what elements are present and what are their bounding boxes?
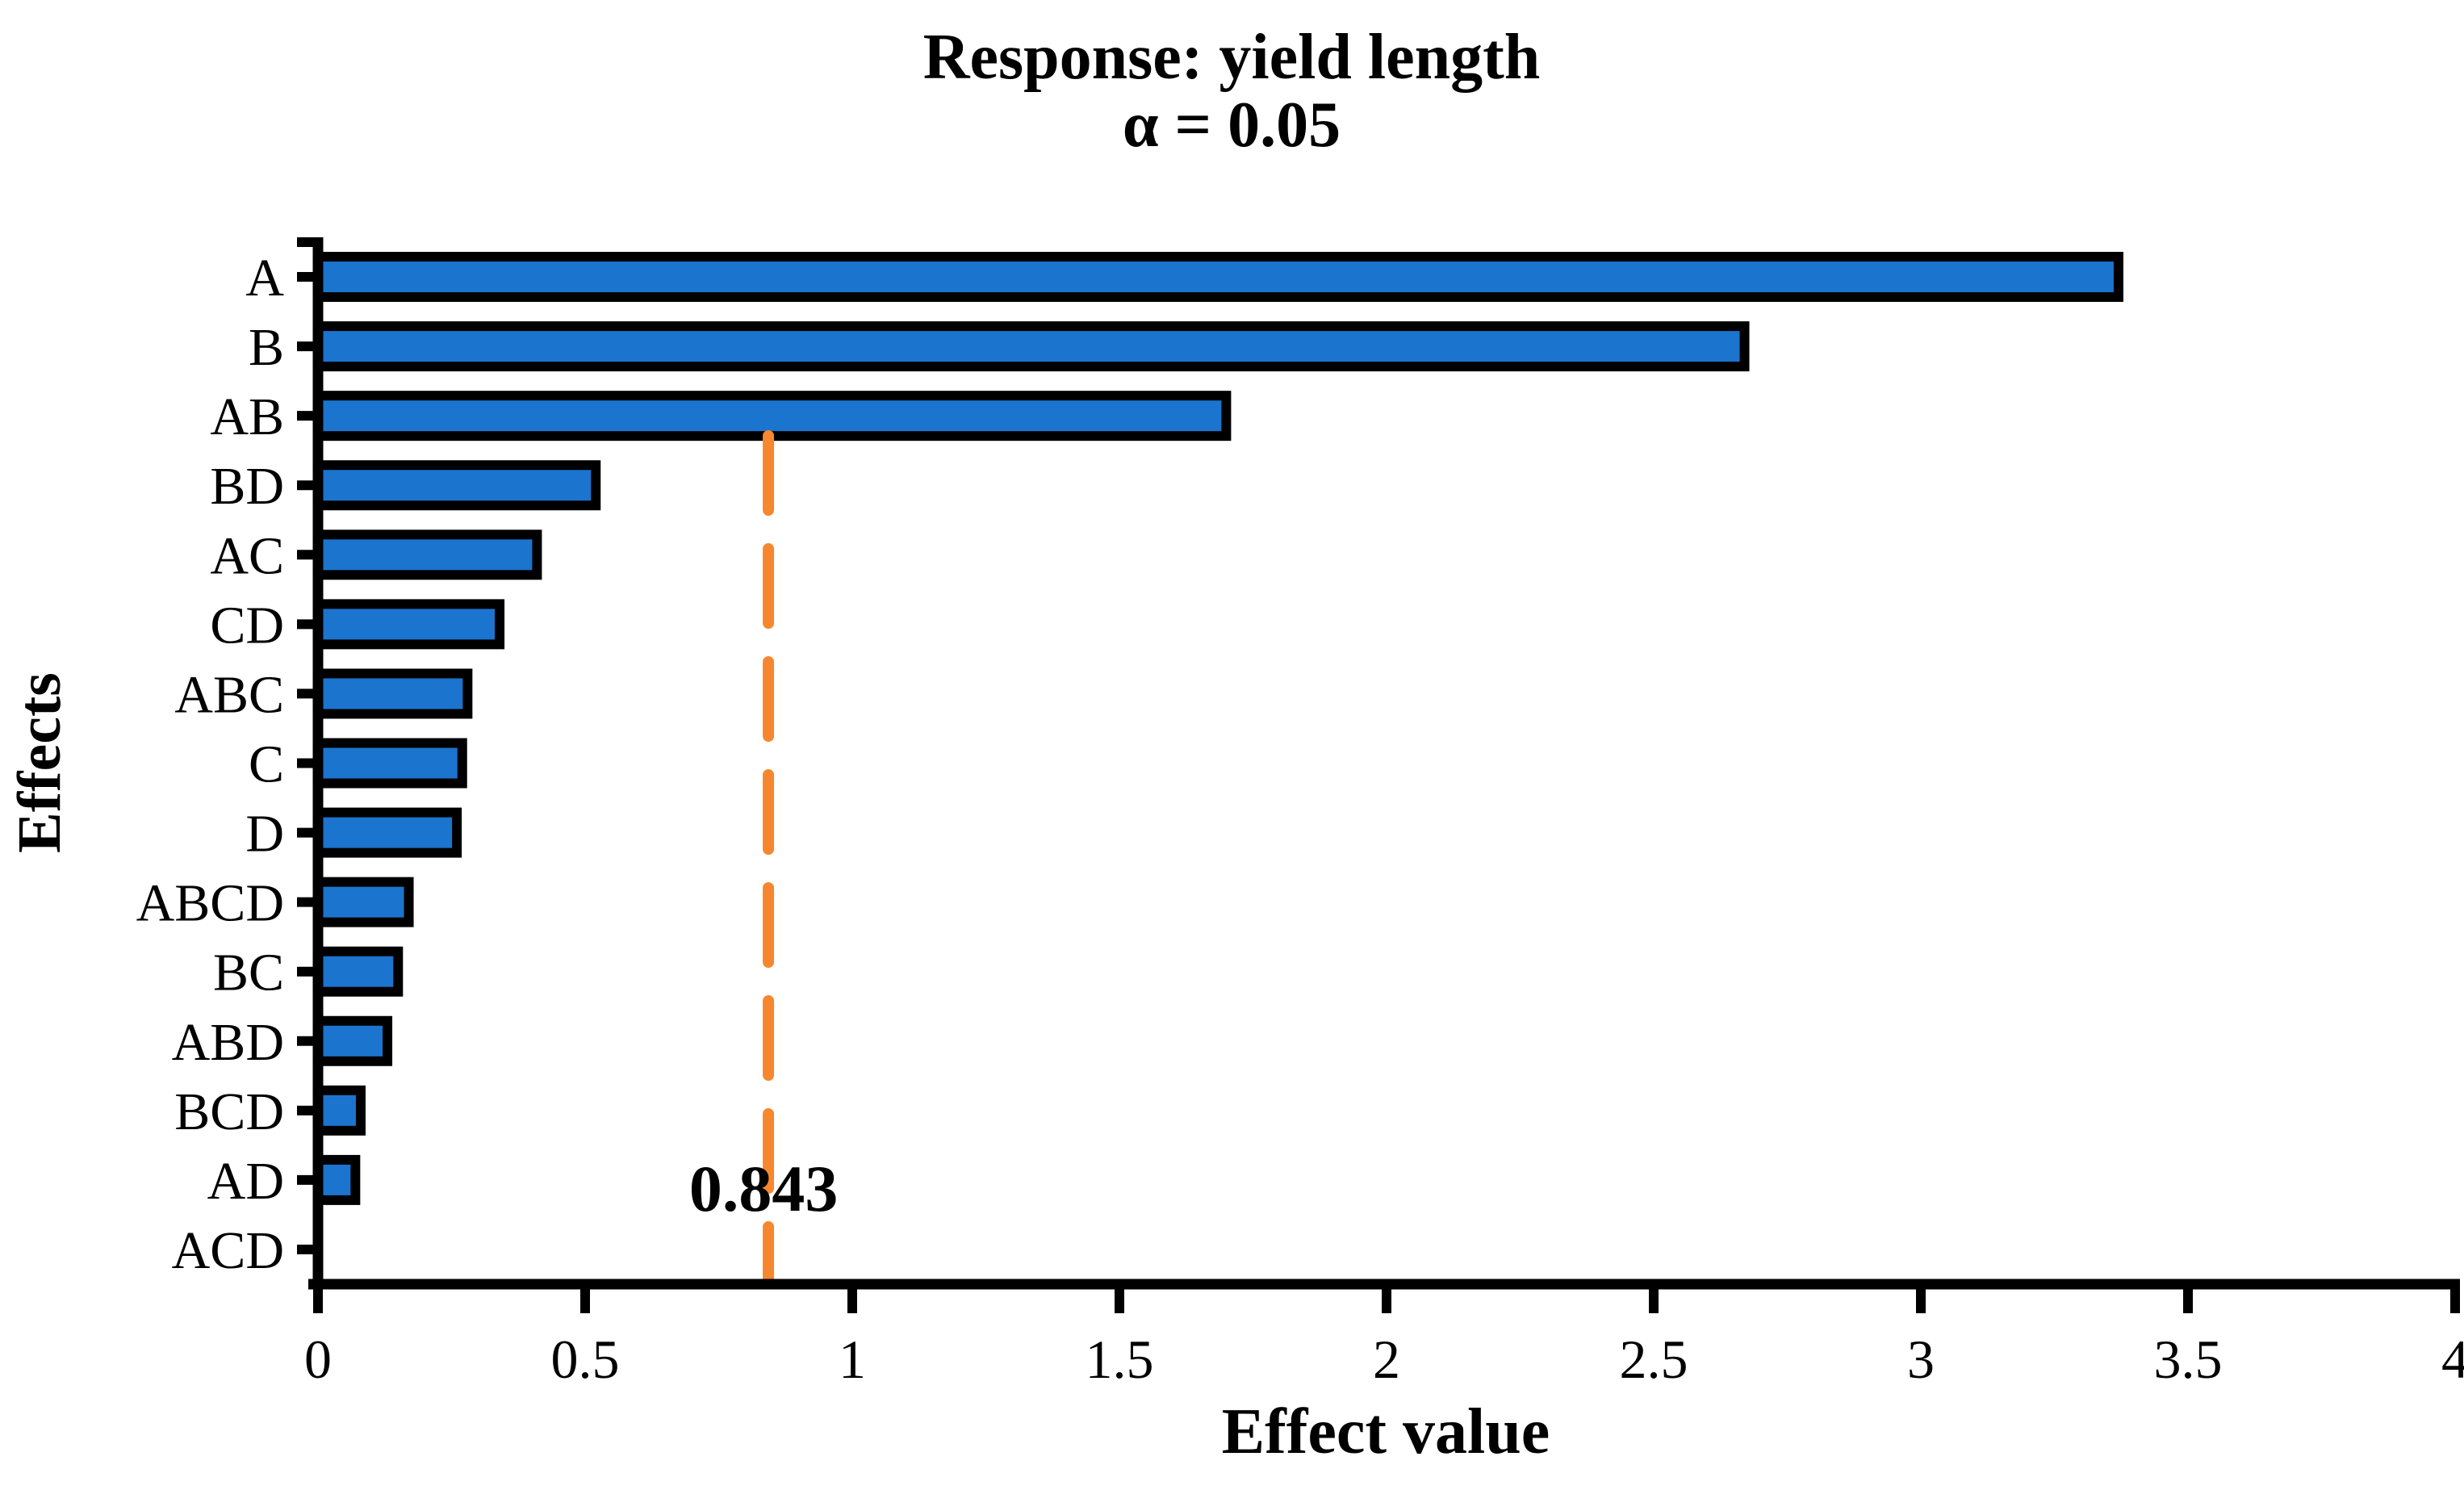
bar-A: [313, 252, 2123, 303]
x-tick-label-3: 3: [1907, 1329, 1935, 1390]
reference-line-label: 0.843: [689, 1152, 839, 1225]
bar-BCD: [313, 1085, 366, 1136]
x-tick-label-0.5: 0.5: [551, 1329, 620, 1390]
x-tick-label-0: 0: [304, 1329, 332, 1390]
reference-line-group: 0.843: [689, 430, 839, 1288]
x-tick-label-2: 2: [1373, 1329, 1400, 1390]
category-label-AB: AB: [210, 387, 284, 446]
x-tick-label-1.5: 1.5: [1086, 1329, 1154, 1390]
bar-BC: [313, 946, 404, 997]
category-label-ABCD: ABCD: [136, 874, 284, 933]
category-label-BC: BC: [213, 944, 284, 1002]
bar-B: [313, 321, 1750, 372]
category-label-BCD: BCD: [174, 1082, 284, 1141]
bar-CD: [313, 599, 505, 650]
bars-group: [313, 252, 2123, 1205]
x-tick-label-2.5: 2.5: [1620, 1329, 1688, 1390]
bar-BD: [313, 460, 601, 511]
category-label-ACD: ACD: [172, 1221, 284, 1280]
bar-AD: [313, 1154, 361, 1205]
category-label-ABD: ABD: [172, 1013, 284, 1072]
x-axis-label: Effect value: [1222, 1396, 1550, 1467]
category-label-C: C: [249, 735, 284, 794]
category-label-D: D: [245, 805, 284, 864]
chart-title: Response: yield length: [923, 22, 1541, 93]
y-axis-label: Effects: [6, 672, 73, 853]
category-label-B: B: [249, 318, 284, 377]
chart-subtitle: α = 0.05: [1123, 90, 1341, 161]
x-tick-label-4: 4: [2441, 1329, 2464, 1390]
y-ticks-group: [297, 237, 318, 1254]
category-label-A: A: [245, 249, 284, 308]
bar-C: [313, 738, 467, 789]
category-label-AD: AD: [207, 1152, 284, 1211]
x-ticks-group: 0 0.5 1 1.5 2 2.5 3 3.5 4: [304, 1284, 2464, 1390]
x-tick-label-1: 1: [839, 1329, 866, 1390]
bar-ABCD: [313, 877, 414, 927]
category-label-ABC: ABC: [174, 665, 284, 724]
category-label-BD: BD: [210, 457, 284, 516]
x-tick-label-3.5: 3.5: [2154, 1329, 2223, 1390]
bar-AB: [313, 391, 1232, 442]
bar-AC: [313, 529, 542, 580]
bar-ABC: [313, 668, 473, 719]
category-label-CD: CD: [210, 596, 284, 655]
bar-D: [313, 807, 462, 858]
category-label-AC: AC: [210, 526, 284, 585]
category-labels-group: AB AB BD AC CD ABC CD ABCD BC ABD BCD AD ACD: [136, 249, 285, 1280]
bar-ABD: [313, 1015, 393, 1066]
